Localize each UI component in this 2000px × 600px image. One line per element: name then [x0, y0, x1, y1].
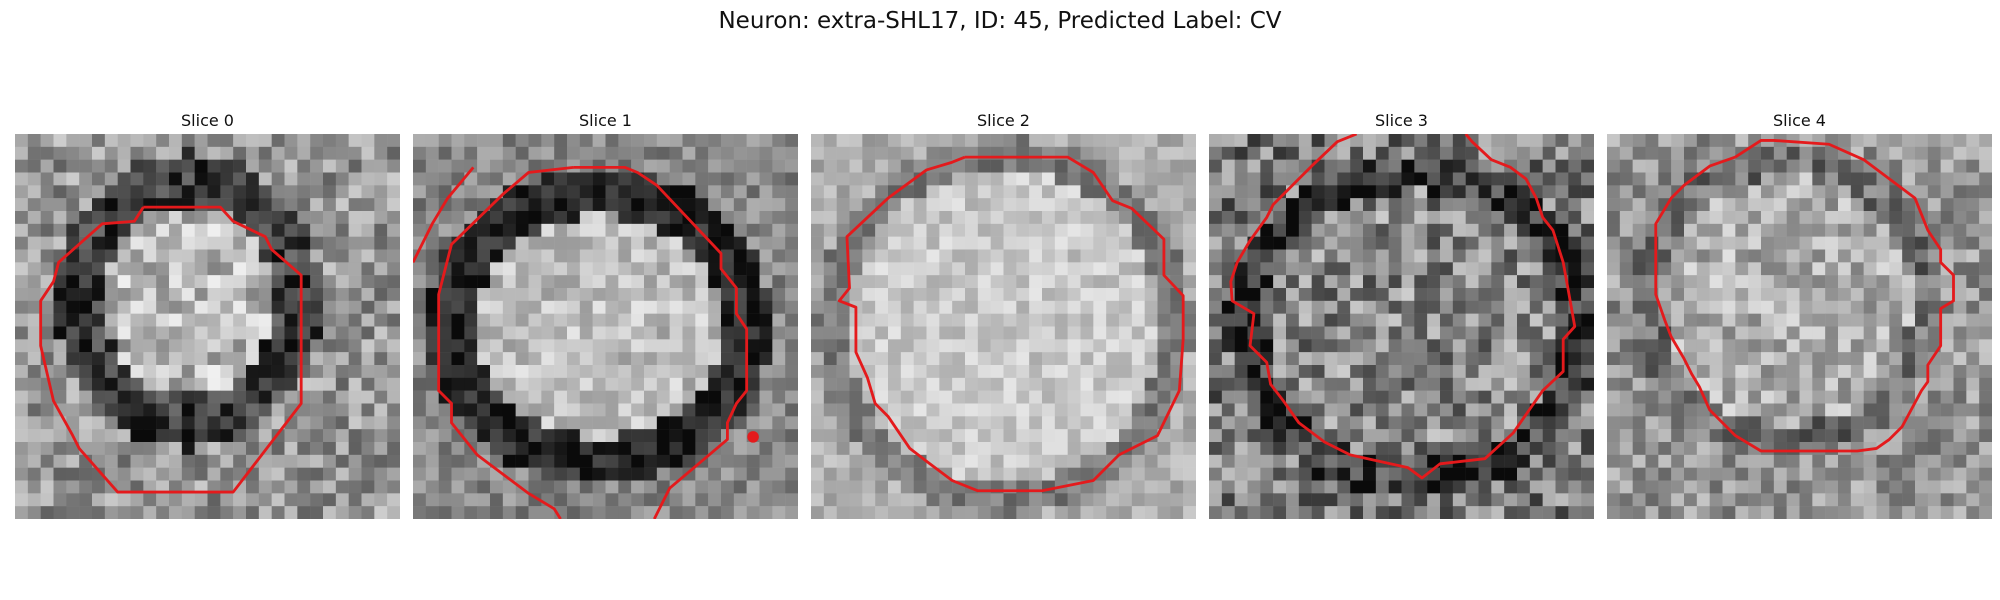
slice-title-3: Slice 3 — [1375, 111, 1428, 130]
slice-image-3 — [1209, 134, 1594, 519]
slice-image-4 — [1607, 134, 1992, 519]
slice-title-4: Slice 4 — [1773, 111, 1826, 130]
slice-image-2 — [811, 134, 1196, 519]
slice-title-0: Slice 0 — [181, 111, 234, 130]
slice-panel-2: Slice 2 — [811, 108, 1196, 519]
slice-image-0 — [15, 134, 400, 519]
slice-image-1 — [413, 134, 798, 519]
slice-panel-3: Slice 3 — [1209, 108, 1594, 519]
contour-line-1 — [573, 165, 749, 519]
contour-line-0 — [39, 205, 303, 494]
slice-panel-1: Slice 1 — [413, 108, 798, 519]
contour-line-4 — [1654, 139, 1955, 453]
contour-line-3 — [1229, 134, 1577, 480]
figure-title: Neuron: extra-SHL17, ID: 45, Predicted L… — [718, 8, 1282, 34]
contour-marker — [747, 431, 759, 443]
slice-panel-0: Slice 0 — [15, 108, 400, 519]
contour-line-2 — [837, 155, 1185, 493]
slice-title-1: Slice 1 — [579, 111, 632, 130]
slice-panel-4: Slice 4 — [1607, 108, 1992, 519]
slice-title-2: Slice 2 — [977, 111, 1030, 130]
